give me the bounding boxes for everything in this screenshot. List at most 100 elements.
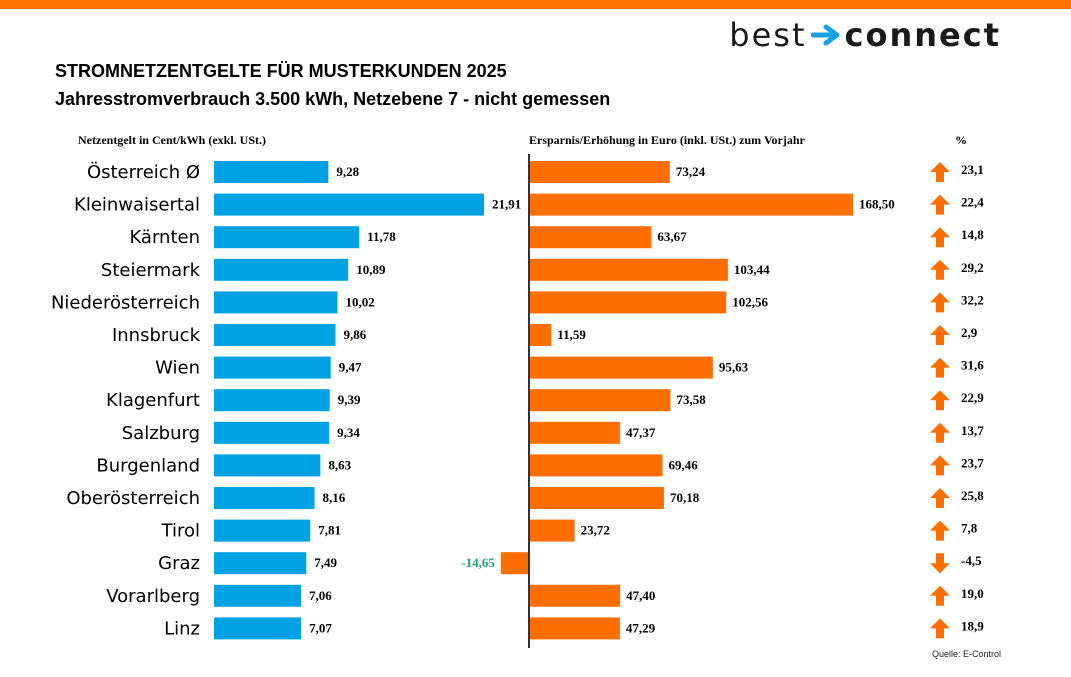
ersparnis-value-label: 47,37	[626, 425, 656, 440]
percent-value-label: 22,9	[961, 390, 984, 405]
percent-value-label: -4,5	[961, 553, 982, 568]
category-label: Graz	[158, 553, 200, 574]
netzentgelt-bar	[214, 226, 360, 249]
netzentgelt-bar	[214, 584, 302, 607]
category-label: Innsbruck	[112, 325, 201, 346]
ersparnis-bar	[500, 552, 529, 575]
netzentgelt-value-label: 10,89	[356, 262, 386, 277]
netzentgelt-bar	[214, 356, 331, 379]
logo-arrow-icon	[810, 24, 840, 46]
ersparnis-bar	[529, 193, 853, 216]
category-label: Kärnten	[129, 227, 200, 248]
netzentgelt-value-label: 7,07	[309, 620, 332, 635]
arrow-up-icon	[930, 162, 950, 182]
netzentgelt-value-label: 9,28	[336, 164, 359, 179]
netzentgelt-bar	[214, 161, 329, 183]
ersparnis-bar	[529, 258, 728, 281]
percent-value-label: 13,7	[961, 423, 984, 438]
ersparnis-bar	[529, 226, 652, 249]
arrow-up-icon	[930, 259, 950, 280]
category-label: Österreich Ø	[87, 161, 200, 183]
netzentgelt-bar	[214, 552, 307, 575]
netzentgelt-bar	[214, 617, 302, 640]
ersparnis-value-label: 73,58	[676, 392, 706, 407]
brand-logo: best connect	[729, 16, 1001, 54]
percent-value-label: 32,2	[961, 292, 984, 307]
percent-value-label: 22,4	[961, 195, 984, 210]
arrow-up-icon	[930, 390, 950, 411]
category-label: Burgenland	[96, 455, 200, 476]
ersparnis-bar	[529, 161, 670, 183]
netzentgelt-bar	[214, 258, 349, 281]
percent-value-label: 25,8	[961, 488, 984, 503]
ersparnis-bar	[529, 454, 663, 477]
ersparnis-value-label: 63,67	[657, 229, 687, 244]
netzentgelt-value-label: 21,91	[492, 197, 521, 212]
netzentgelt-value-label: 9,86	[344, 327, 367, 342]
ersparnis-bar	[529, 584, 621, 607]
arrow-up-icon	[930, 520, 950, 541]
column-header-ersparnis: Ersparnis/Erhöhung in Euro (inkl. USt.) …	[529, 133, 805, 147]
ersparnis-bar	[529, 389, 671, 412]
netzentgelt-value-label: 7,06	[309, 588, 332, 603]
arrow-up-icon	[930, 357, 950, 378]
ersparnis-value-label: -14,65	[461, 555, 495, 570]
ersparnis-bar	[529, 291, 727, 314]
arrow-up-icon	[930, 227, 950, 248]
percent-value-label: 31,6	[961, 358, 984, 373]
netzentgelt-value-label: 11,78	[367, 229, 396, 244]
netzentgelt-bar	[214, 487, 315, 509]
netzentgelt-value-label: 7,49	[314, 555, 337, 570]
netzentgelt-value-label: 8,63	[328, 457, 351, 472]
ersparnis-value-label: 103,44	[734, 262, 770, 277]
ersparnis-value-label: 70,18	[670, 490, 700, 505]
netzentgelt-value-label: 9,39	[338, 392, 361, 407]
ersparnis-value-label: 102,56	[732, 294, 768, 309]
arrow-up-icon	[930, 292, 950, 313]
category-label: Salzburg	[122, 423, 200, 444]
netzentgelt-bar	[214, 324, 336, 346]
ersparnis-bar	[529, 421, 621, 444]
netzentgelt-value-label: 8,16	[323, 490, 346, 505]
chart-subtitle: Jahresstromverbrauch 3.500 kWh, Netzeben…	[55, 89, 611, 109]
ersparnis-value-label: 47,29	[626, 620, 656, 635]
arrow-up-icon	[930, 488, 950, 508]
ersparnis-value-label: 73,24	[676, 164, 706, 179]
category-label: Kleinwaisertal	[74, 195, 200, 216]
ersparnis-value-label: 168,50	[859, 197, 895, 212]
category-label: Klagenfurt	[106, 390, 200, 411]
netzentgelt-bar	[214, 519, 311, 542]
arrow-up-icon	[930, 618, 950, 639]
netzentgelt-bar	[214, 291, 338, 314]
arrow-up-icon	[930, 422, 950, 443]
netzentgelt-value-label: 9,47	[339, 360, 362, 375]
ersparnis-bar	[529, 487, 664, 509]
percent-value-label: 18,9	[961, 618, 984, 633]
ersparnis-bar	[529, 617, 620, 640]
percent-value-label: 2,9	[961, 325, 978, 340]
category-label: Vorarlberg	[106, 586, 200, 607]
percent-value-label: 14,8	[961, 227, 984, 242]
ersparnis-value-label: 47,40	[626, 588, 655, 603]
category-label: Tirol	[161, 521, 200, 542]
netzentgelt-value-label: 7,81	[318, 523, 341, 538]
chart-title: STROMNETZENTGELTE FÜR MUSTERKUNDEN 2025	[55, 61, 507, 81]
netzentgelt-bar	[214, 421, 330, 444]
category-label: Steiermark	[101, 260, 201, 281]
arrow-up-icon	[930, 455, 950, 476]
ersparnis-bar	[529, 324, 552, 346]
percent-value-label: 19,0	[961, 586, 984, 601]
percent-value-label: 29,2	[961, 260, 984, 275]
arrow-up-icon	[930, 585, 950, 606]
ersparnis-bar	[529, 519, 575, 542]
netzentgelt-bar	[214, 389, 330, 412]
arrow-up-icon	[930, 325, 950, 345]
percent-value-label: 23,1	[961, 162, 984, 177]
ersparnis-value-label: 23,72	[581, 523, 610, 538]
category-label: Oberösterreich	[66, 488, 200, 509]
ersparnis-bar	[529, 356, 713, 379]
netzentgelt-value-label: 9,34	[337, 425, 360, 440]
category-label: Linz	[164, 618, 200, 639]
percent-value-label: 23,7	[961, 455, 984, 470]
